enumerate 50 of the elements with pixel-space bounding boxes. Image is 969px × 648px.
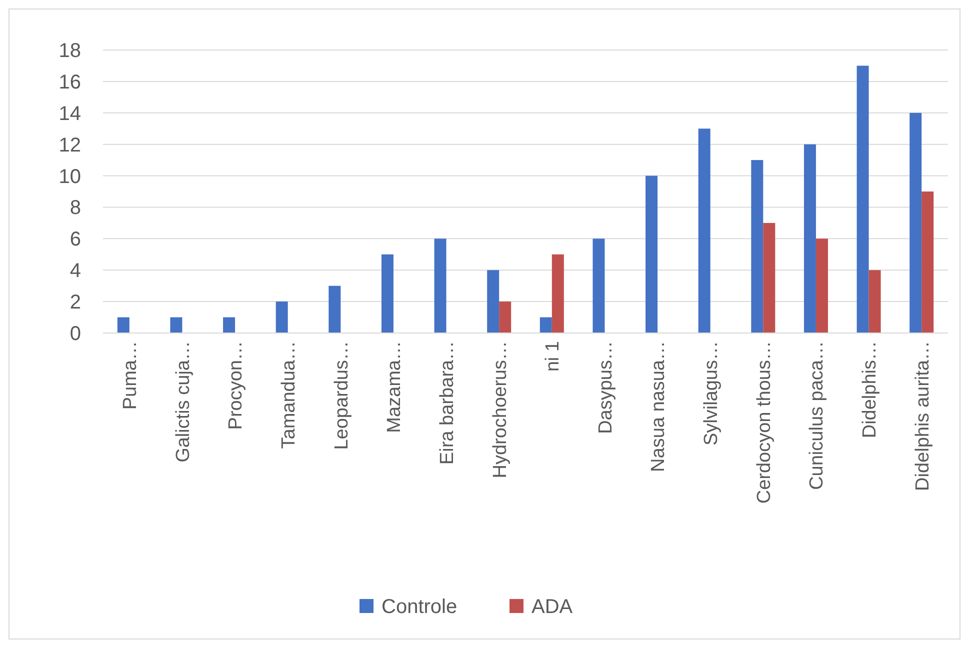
x-tick-label: Galictis cuja…	[172, 341, 194, 462]
y-tick-label: 0	[70, 323, 81, 345]
bar	[434, 238, 446, 333]
legend-label: Controle	[382, 596, 458, 618]
x-tick-label: Eira barbara…	[436, 341, 458, 465]
y-tick-label: 4	[70, 260, 81, 282]
x-tick-label: Didelphis aurita…	[912, 341, 934, 491]
y-tick-label: 18	[58, 40, 81, 62]
x-tick-label: Cerdocyon thous…	[754, 341, 775, 504]
x-tick-label: Nasua nasua…	[648, 341, 670, 472]
bar	[922, 192, 934, 333]
y-tick-label: 14	[58, 102, 81, 125]
bar	[751, 160, 764, 333]
x-tick-label: Tamandua…	[278, 341, 300, 449]
bar	[592, 238, 605, 333]
x-tick-label: Dasypus…	[595, 341, 616, 434]
bar	[117, 317, 130, 333]
x-tick-label: Sylvilagus…	[700, 341, 722, 446]
y-tick-label: 8	[70, 197, 81, 220]
bar	[698, 128, 710, 333]
bar	[170, 317, 182, 333]
bar	[328, 286, 341, 333]
bar	[223, 317, 236, 333]
bar	[910, 112, 922, 333]
x-tick-label: Procyon…	[226, 341, 247, 430]
y-tick-label: 12	[58, 134, 81, 156]
y-tick-label: 16	[58, 71, 81, 94]
bar	[816, 238, 828, 333]
bar	[646, 176, 658, 333]
x-tick-label: Didelphis…	[859, 341, 880, 438]
x-tick-label: Cuniculus paca…	[806, 341, 828, 490]
x-tick-label: Hydrochoerus…	[490, 341, 511, 478]
bar	[487, 270, 500, 333]
bar	[763, 222, 776, 333]
y-tick-label: 6	[70, 228, 81, 251]
bar	[552, 254, 564, 333]
bar	[868, 270, 881, 333]
y-tick-label: 2	[70, 292, 81, 314]
x-tick-label: ni 1	[542, 341, 564, 372]
x-tick-label: Mazama…	[384, 341, 406, 433]
bar	[856, 66, 869, 333]
x-tick-label: Puma…	[120, 341, 142, 410]
bar	[540, 317, 552, 333]
y-tick-label: 10	[58, 166, 81, 188]
bar	[499, 302, 512, 333]
legend-label: ADA	[532, 596, 574, 618]
x-tick-label: Leopardus…	[331, 341, 352, 450]
bar	[804, 144, 816, 333]
bar	[276, 302, 288, 333]
bar	[381, 254, 394, 333]
